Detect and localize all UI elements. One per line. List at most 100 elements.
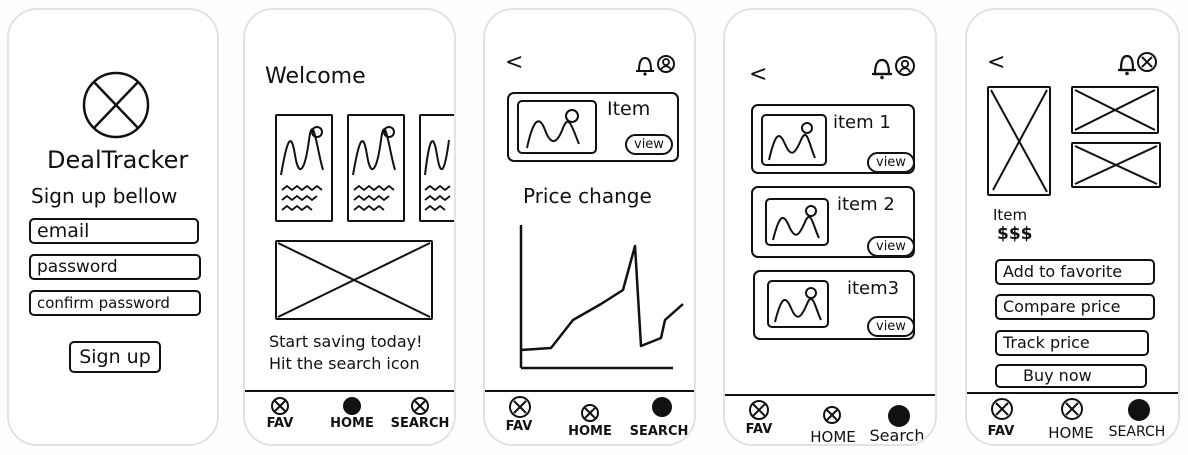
price-change-screen: < Item view Price change FAV	[483, 8, 696, 446]
item-card[interactable]: Item view	[507, 92, 679, 162]
email-field[interactable]: email	[29, 218, 199, 244]
text-scribble	[424, 184, 451, 212]
buy-now-button[interactable]: Buy now	[995, 364, 1147, 388]
compare-price-button[interactable]: Compare price	[995, 294, 1155, 320]
bell-icon[interactable]	[1117, 52, 1137, 76]
image-icon	[768, 122, 816, 161]
add-to-favorite-button[interactable]: Add to favorite	[995, 259, 1155, 285]
image-placeholder-icon	[990, 89, 1048, 193]
nav-fav-label: FAV	[745, 422, 773, 437]
text-scribble	[281, 184, 323, 212]
confirm-password-field[interactable]: confirm password	[29, 290, 201, 316]
filled-circle-icon	[652, 397, 672, 417]
nav-search-label: SEARCH	[1108, 424, 1166, 440]
filled-circle-icon	[888, 405, 910, 427]
item-price: $$$	[997, 224, 1033, 244]
track-price-button[interactable]: Track price	[995, 330, 1149, 356]
view-button[interactable]: view	[867, 236, 915, 257]
bell-icon[interactable]	[871, 56, 893, 80]
price-change-chart	[519, 225, 684, 370]
nav-search-label: SEARCH	[390, 416, 450, 431]
back-button[interactable]: <	[505, 50, 524, 75]
nav-search[interactable]: SEARCH	[625, 394, 694, 439]
filled-circle-icon	[343, 397, 361, 415]
deal-card[interactable]	[347, 114, 405, 222]
nav-search-label: Search	[869, 426, 925, 445]
image-icon	[424, 139, 450, 176]
nav-home[interactable]: HOME	[795, 396, 865, 444]
back-button[interactable]: <	[749, 62, 768, 87]
back-button[interactable]: <	[987, 50, 1006, 75]
deal-card[interactable]	[419, 114, 454, 222]
image-placeholder-icon	[1074, 145, 1158, 185]
item-title: Item	[993, 206, 1028, 224]
nav-home[interactable]: HOME	[1037, 394, 1107, 442]
image-icon	[280, 126, 324, 176]
filled-circle-icon	[1128, 399, 1150, 421]
item-label: item 2	[837, 194, 895, 215]
item-title: Item	[607, 98, 651, 120]
nav-home-label: HOME	[568, 424, 612, 439]
image-icon	[772, 205, 820, 241]
nav-fav[interactable]: FAV	[725, 396, 795, 440]
nav-divider	[725, 394, 935, 396]
price-change-title: Price change	[523, 184, 652, 208]
list-item[interactable]: item 1 view	[751, 104, 915, 174]
nav-fav[interactable]: FAV	[245, 394, 315, 438]
product-detail-screen: < Item $$$ Add to favorite Compare price	[965, 8, 1180, 446]
circle-x-icon	[271, 397, 289, 415]
nav-home[interactable]: HOME	[555, 394, 625, 439]
thumbnail-image[interactable]	[1071, 86, 1159, 134]
profile-icon[interactable]	[657, 55, 675, 73]
circle-x-icon	[581, 404, 599, 422]
nav-fav-label: FAV	[987, 424, 1015, 439]
signup-screen: DealTracker Sign up bellow email passwor…	[7, 8, 219, 446]
item-label: item 1	[833, 112, 891, 133]
logo-icon	[82, 71, 150, 139]
app-name: DealTracker	[47, 146, 189, 174]
nav-divider	[967, 392, 1178, 394]
view-button[interactable]: view	[625, 134, 673, 155]
nav-home[interactable]: HOME	[315, 394, 385, 438]
image-placeholder-icon	[277, 242, 431, 318]
circle-x-icon	[991, 398, 1013, 420]
circle-x-icon	[823, 406, 841, 424]
bell-icon[interactable]	[635, 54, 655, 76]
profile-icon[interactable]	[895, 56, 915, 76]
nav-home-label: HOME	[330, 416, 374, 431]
signup-button[interactable]: Sign up	[69, 341, 161, 373]
list-item[interactable]: item 2 view	[751, 186, 915, 258]
image-icon	[774, 287, 822, 323]
item-list-screen: < item 1 view item 2 view	[723, 8, 937, 446]
image-icon	[352, 126, 396, 176]
circle-x-icon	[749, 400, 769, 420]
signup-heading: Sign up bellow	[31, 184, 178, 208]
nav-fav[interactable]: FAV	[967, 394, 1037, 439]
main-product-image[interactable]	[987, 86, 1051, 196]
nav-home-label: HOME	[810, 428, 856, 446]
item-label: item3	[847, 278, 900, 299]
tagline-line-2: Hit the search icon	[269, 354, 420, 373]
profile-icon[interactable]	[1137, 52, 1157, 72]
nav-search[interactable]: SEARCH	[385, 394, 454, 438]
nav-fav[interactable]: FAV	[485, 394, 555, 438]
view-button[interactable]: view	[867, 152, 915, 173]
image-placeholder-icon	[1074, 89, 1156, 131]
nav-search[interactable]: SEARCH	[1107, 394, 1178, 440]
image-icon	[526, 109, 580, 149]
deal-card[interactable]	[275, 114, 333, 222]
circle-x-icon	[1061, 398, 1083, 420]
nav-search[interactable]: Search	[865, 396, 935, 444]
nav-divider	[485, 390, 694, 392]
thumbnail-image[interactable]	[1071, 142, 1161, 188]
password-field[interactable]: password	[29, 254, 201, 280]
list-item[interactable]: item3 view	[753, 270, 915, 340]
welcome-screen: Welcome	[243, 8, 456, 446]
nav-divider	[245, 390, 454, 392]
nav-search-label: SEARCH	[629, 424, 689, 439]
circle-x-icon	[509, 396, 531, 418]
banner-image[interactable]	[275, 240, 433, 320]
view-button[interactable]: view	[867, 316, 915, 337]
welcome-title: Welcome	[265, 64, 366, 89]
circle-x-icon	[411, 397, 429, 415]
